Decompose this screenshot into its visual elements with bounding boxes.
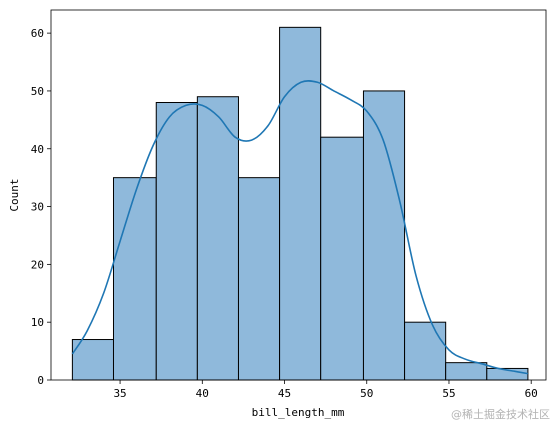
- x-axis-label: bill_length_mm: [252, 406, 345, 419]
- histogram-bar-2: [112, 177, 157, 381]
- y-tick-label: 50: [31, 85, 44, 98]
- y-tick-label: 40: [31, 143, 44, 156]
- histogram-bar-3: [155, 102, 198, 381]
- histogram-bar-1: [71, 339, 114, 381]
- y-axis-label: Count: [8, 178, 21, 211]
- x-tick-label: 55: [442, 387, 455, 400]
- histogram-bar-7: [320, 136, 364, 381]
- x-tick-label: 45: [278, 387, 291, 400]
- y-tick-label: 10: [31, 316, 44, 329]
- x-tick-label: 40: [196, 387, 209, 400]
- x-tick-label: 50: [360, 387, 373, 400]
- x-tick-label: 35: [113, 387, 126, 400]
- x-axis-ticks: 35 40 45 50 55 60: [113, 380, 538, 400]
- watermark: @稀土掘金技术社区: [451, 408, 550, 421]
- y-axis-ticks: 0 10 20 30 40 50 60: [31, 27, 51, 387]
- y-tick-label: 0: [37, 374, 44, 387]
- histogram-bar-9: [404, 321, 447, 381]
- y-tick-label: 60: [31, 27, 44, 40]
- histogram-bar-6: [279, 26, 322, 381]
- histogram-bar-5: [237, 177, 281, 381]
- histogram-bar-8: [362, 90, 406, 381]
- x-tick-label: 60: [525, 387, 538, 400]
- kde-curve: [71, 80, 529, 375]
- histogram-bar-4: [196, 96, 239, 381]
- histogram-bar-10: [445, 362, 488, 381]
- histogram-bars: [71, 26, 529, 381]
- axes-frame: [50, 9, 547, 381]
- y-tick-label: 20: [31, 258, 44, 271]
- y-tick-label: 30: [31, 201, 44, 214]
